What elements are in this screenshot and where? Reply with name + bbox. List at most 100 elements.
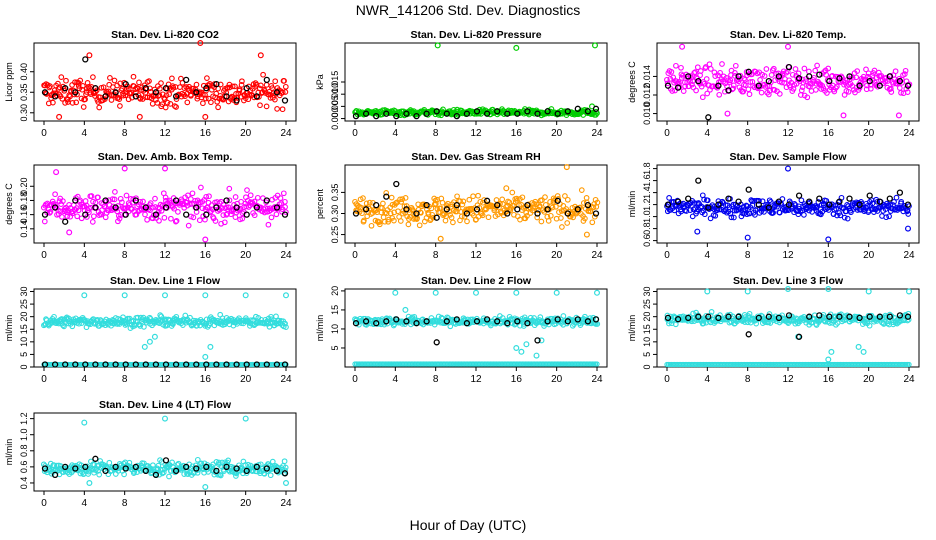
y-tick-label: 15: [330, 305, 340, 315]
hourly-point: [203, 463, 210, 471]
series-all-points: [352, 42, 600, 119]
data-point: [193, 81, 200, 88]
data-point: [144, 216, 150, 223]
data-point: [159, 470, 166, 477]
hourly-point: [393, 180, 400, 188]
data-point: [768, 72, 775, 78]
data-point: [880, 321, 887, 327]
data-point: [137, 96, 144, 102]
hourly-point: [352, 320, 360, 327]
data-point: [692, 69, 699, 75]
data-point: [691, 70, 698, 76]
data-point: [50, 99, 56, 106]
data-point: [282, 467, 288, 474]
data-point: [801, 212, 807, 218]
data-point: [164, 99, 171, 106]
hourly-point: [685, 73, 692, 80]
data-point: [95, 194, 101, 201]
data-point: [263, 82, 270, 88]
y-tick-label: 1.8: [642, 162, 652, 175]
data-point: [260, 71, 266, 78]
outlier-point: [513, 44, 520, 51]
y-tick-label: 0.4: [19, 477, 29, 490]
x-tick-label: 8: [433, 128, 439, 139]
y-tick-label: 0.40: [19, 63, 29, 81]
data-point: [105, 88, 112, 95]
x-tick-label: 4: [393, 128, 399, 139]
outlier-point: [513, 289, 520, 296]
data-point: [717, 69, 723, 76]
hourly-point: [41, 89, 49, 96]
hourly-point: [463, 320, 471, 327]
y-tick-label: 1.2: [19, 412, 29, 425]
data-point: [69, 323, 76, 330]
hourly-point: [273, 204, 281, 211]
hourly-point: [243, 467, 250, 475]
data-point: [213, 90, 220, 97]
hourly-point: [102, 93, 109, 100]
hourly-point: [483, 110, 491, 117]
data-point: [220, 96, 227, 103]
hourly-point: [725, 313, 732, 320]
data-point: [173, 218, 180, 224]
x-tick-label: 24: [591, 250, 603, 261]
outlier-point: [583, 231, 590, 238]
hourly-point: [765, 77, 772, 85]
figure-title: NWR_141206 Std. Dev. Diagnostics: [355, 2, 581, 18]
data-point: [169, 75, 175, 82]
y-axis-label: percent: [315, 188, 325, 219]
chart-panel-8: Stan. Dev. Line 2 Flow ml/min 0 4 8 12 16 20 24 5…: [315, 275, 608, 385]
data-point: [156, 471, 163, 478]
y-tick-label: 0.30: [19, 104, 29, 122]
data-point: [391, 217, 397, 224]
data-point: [459, 201, 466, 208]
data-point: [864, 82, 870, 89]
data-point: [251, 212, 258, 219]
data-point: [129, 94, 135, 101]
data-point: [905, 310, 912, 317]
data-point: [79, 83, 86, 89]
hourly-point: [664, 82, 672, 89]
data-point: [200, 100, 206, 107]
hourly-point: [72, 361, 79, 368]
data-point: [537, 203, 543, 209]
outlier-point: [197, 39, 204, 46]
data-point: [727, 77, 734, 84]
hourly-point: [132, 93, 139, 100]
hourly-point: [745, 186, 752, 193]
y-tick-label: 0.010: [330, 83, 340, 106]
x-tick-label: 4: [82, 250, 88, 261]
data-point: [863, 66, 869, 73]
outlier-point: [523, 341, 530, 348]
data-point: [173, 104, 179, 110]
data-point: [884, 200, 890, 207]
y-tick-label: 5: [19, 352, 29, 357]
chart-panel-9: Stan. Dev. Line 3 Flow ml/min 0 4 8 12 16 20 24 0…: [627, 275, 920, 385]
data-point: [161, 214, 168, 221]
hourly-point: [152, 361, 160, 368]
outlier-point: [202, 484, 209, 491]
data-point: [82, 198, 89, 204]
data-point: [380, 200, 386, 207]
data-point: [269, 85, 276, 91]
outlier-point: [704, 288, 711, 295]
data-point: [731, 214, 737, 221]
hourly-point: [755, 201, 762, 208]
data-point: [208, 99, 214, 106]
data-point: [181, 471, 188, 477]
data-point: [470, 193, 476, 200]
data-point: [102, 96, 108, 102]
x-tick-label: 12: [159, 250, 171, 261]
data-point: [166, 91, 172, 98]
data-point: [152, 195, 158, 202]
hourly-point: [524, 108, 531, 115]
panel-title: Stan. Dev. Amb. Box Temp.: [98, 151, 233, 163]
panel-title: Stan. Dev. Li-820 Temp.: [730, 29, 846, 41]
hourly-point: [122, 211, 129, 218]
data-point: [166, 473, 172, 480]
data-point: [742, 206, 749, 213]
y-axis-label: ml/min: [627, 191, 637, 218]
x-tick-label: 20: [551, 374, 563, 385]
x-tick-label: 16: [200, 128, 212, 139]
outlier-point: [724, 110, 731, 117]
